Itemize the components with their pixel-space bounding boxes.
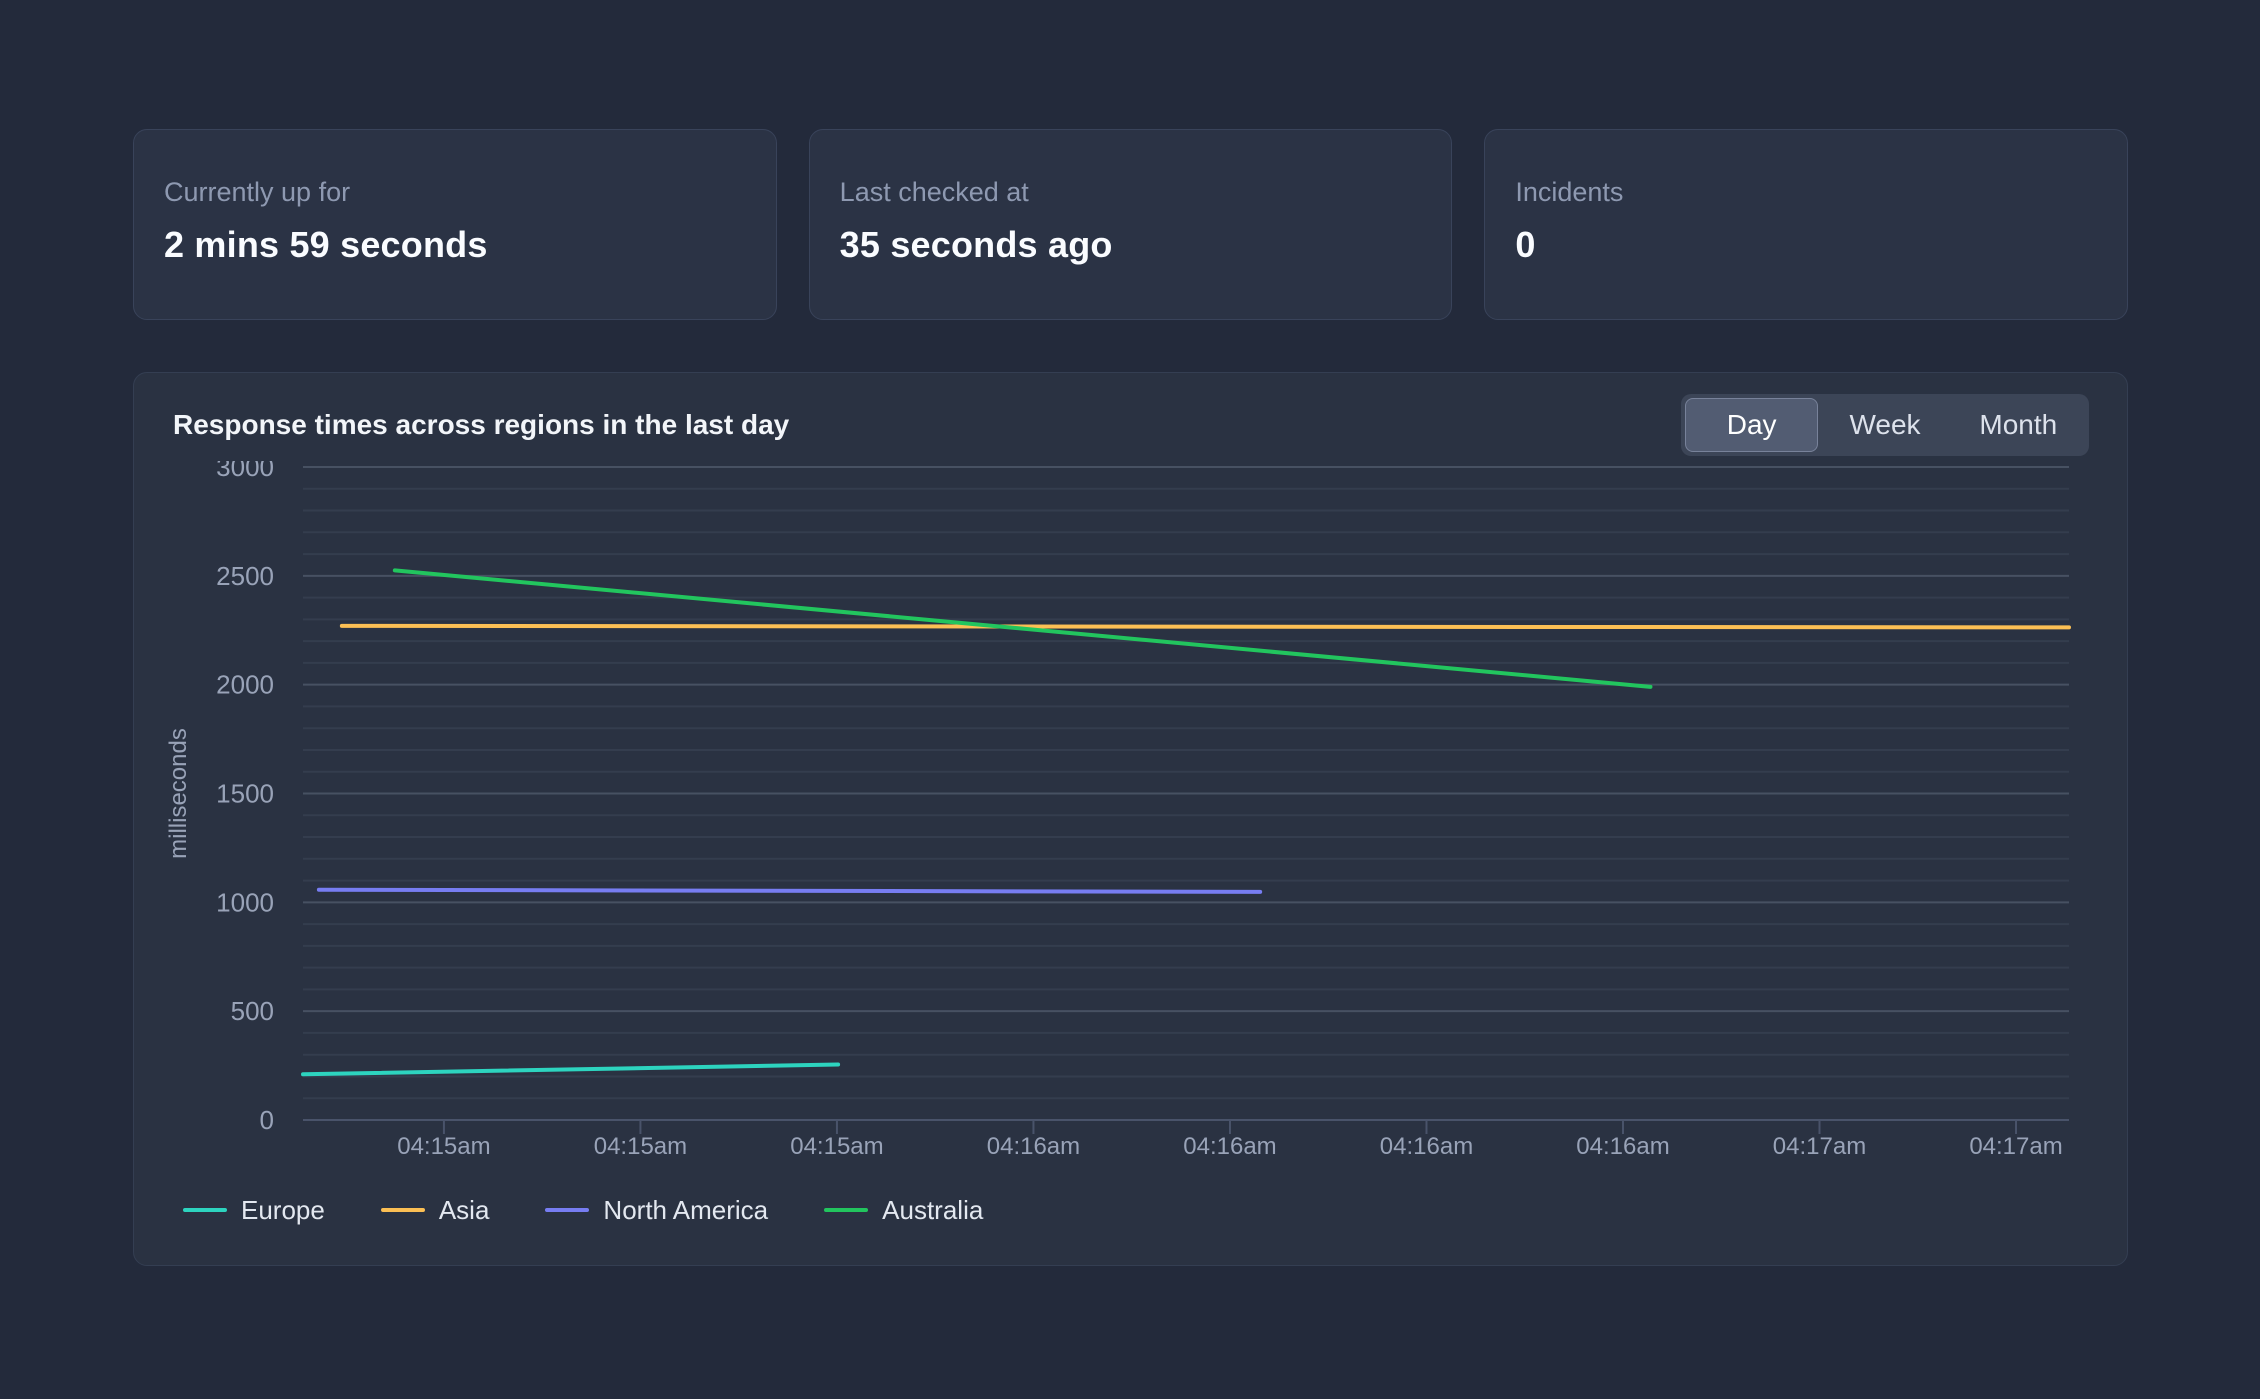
stat-value: 35 seconds ago <box>839 224 1113 266</box>
legend-item-australia[interactable]: Australia <box>824 1195 983 1226</box>
chart-panel: Response times across regions in the las… <box>133 372 2128 1266</box>
stat-card-uptime: Currently up for 2 mins 59 seconds <box>133 129 777 320</box>
x-tick-label: 04:17am <box>1773 1133 1866 1160</box>
series-line-asia[interactable] <box>339 623 2071 630</box>
series-line-europe[interactable] <box>301 1062 841 1077</box>
y-tick-label: 0 <box>260 1105 274 1135</box>
stat-card-last-checked: Last checked at 35 seconds ago <box>808 129 1453 320</box>
x-tick-label: 04:15am <box>594 1133 687 1160</box>
y-tick-label: 2000 <box>216 670 274 700</box>
range-toggle: Day Week Month <box>1681 394 2089 456</box>
stat-card-incidents: Incidents 0 <box>1484 129 2129 320</box>
y-tick-label: 1000 <box>216 887 274 917</box>
legend-swatch-australia <box>824 1208 869 1212</box>
x-tick-label: 04:17am <box>1969 1133 2062 1160</box>
stats-row: Currently up for 2 mins 59 seconds Last … <box>133 129 2129 320</box>
legend-swatch-asia <box>380 1208 425 1212</box>
legend-label: North America <box>603 1194 769 1225</box>
chart-legend: Europe Asia North America Australia <box>183 1193 983 1227</box>
x-tick-label: 04:15am <box>397 1133 490 1160</box>
toggle-week[interactable]: Week <box>1818 398 1951 452</box>
series-line-north-america[interactable] <box>316 887 1263 894</box>
legend-item-europe[interactable]: Europe <box>183 1195 325 1226</box>
x-tick-label: 04:15am <box>790 1133 883 1160</box>
y-tick-label: 2500 <box>216 561 274 591</box>
x-tick-label: 04:16am <box>987 1133 1080 1160</box>
stat-value: 2 mins 59 seconds <box>164 224 488 266</box>
stat-label: Incidents <box>1515 177 1624 207</box>
stat-value: 0 <box>1515 224 1536 266</box>
legend-label: Europe <box>241 1194 325 1225</box>
legend-item-asia[interactable]: Asia <box>380 1194 490 1226</box>
toggle-month[interactable]: Month <box>1952 398 2085 452</box>
y-tick-label: 1500 <box>216 779 274 809</box>
y-tick-label: 500 <box>231 996 274 1026</box>
stat-label: Last checked at <box>839 177 1029 207</box>
chart-title: Response times across regions in the las… <box>173 409 790 440</box>
x-tick-label: 04:16am <box>1576 1133 1669 1160</box>
y-tick-label: 3000 <box>216 452 274 482</box>
series-line-australia[interactable] <box>392 568 1653 689</box>
legend-label: Australia <box>882 1194 984 1225</box>
legend-label: Asia <box>438 1194 490 1225</box>
x-tick-label: 04:16am <box>1380 1133 1473 1160</box>
response-times-chart[interactable]: 0 500 1000 1500 2000 2500 3000 milliseconds 04:1… <box>134 373 2128 1266</box>
legend-swatch-north-america <box>545 1208 590 1212</box>
toggle-day[interactable]: Day <box>1685 398 1819 452</box>
legend-swatch-europe <box>183 1208 227 1212</box>
y-axis-label: milliseconds <box>165 728 192 859</box>
stat-label: Currently up for <box>164 177 351 207</box>
x-tick-label: 04:16am <box>1183 1133 1276 1160</box>
plot-area: 0 500 1000 1500 2000 2500 3000 <box>216 452 2071 1135</box>
legend-item-north-america[interactable]: North America <box>545 1195 768 1226</box>
